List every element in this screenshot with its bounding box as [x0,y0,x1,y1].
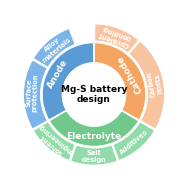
Text: Covalent
bonding: Covalent bonding [98,25,133,48]
Text: Alloy
materials: Alloy materials [36,31,72,63]
Wedge shape [42,43,94,120]
Wedge shape [50,111,138,146]
Wedge shape [24,60,47,129]
Wedge shape [71,145,117,165]
Text: Additives: Additives [119,129,149,156]
Text: Anode: Anode [46,57,70,90]
Wedge shape [94,43,146,120]
Text: Carbon
hosts: Carbon hosts [146,70,164,98]
Wedge shape [33,122,75,160]
Text: Electrolyte: Electrolyte [66,132,122,141]
Wedge shape [33,29,75,67]
Text: Solvent
engineering: Solvent engineering [33,123,75,161]
Wedge shape [95,24,139,53]
Wedge shape [113,122,155,160]
Text: Surface
protection: Surface protection [25,73,39,112]
Wedge shape [129,41,164,129]
Text: Mg-S battery
design: Mg-S battery design [61,85,127,104]
Text: Cathode: Cathode [116,53,145,94]
Circle shape [63,64,125,125]
Text: Salt
design: Salt design [82,150,106,163]
